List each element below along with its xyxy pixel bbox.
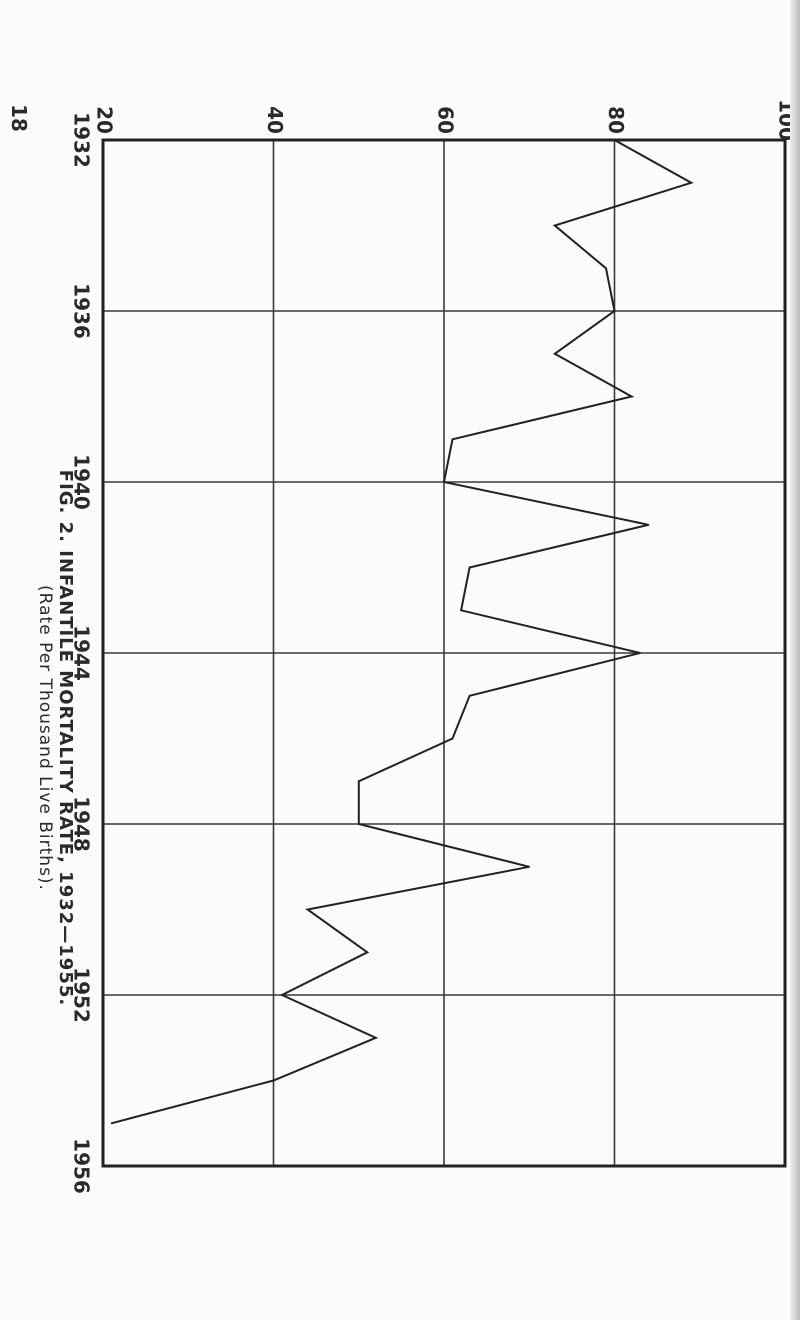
- y-tick-label-40: 40: [263, 106, 287, 134]
- chart-grid: [101, 138, 787, 1168]
- data-point-1940: [443, 481, 445, 483]
- data-point-1953: [375, 1036, 377, 1039]
- y-tick-label-20: 20: [93, 106, 117, 134]
- data-point-1945: [468, 694, 471, 697]
- data-point-1950: [306, 908, 309, 911]
- x-tick-label-1944: 1944: [70, 625, 94, 681]
- data-point-1937: [554, 352, 556, 355]
- data-point-1954: [272, 1079, 275, 1082]
- data-point-1947: [357, 780, 360, 783]
- data-point-1932: [613, 139, 616, 141]
- y-tick-labels: 20 40 60 80 100: [93, 99, 791, 141]
- data-point-1936: [613, 310, 616, 312]
- y-tick-label-100: 100: [775, 99, 791, 141]
- series-line-0: [111, 139, 694, 1125]
- data-point-1942: [468, 566, 471, 569]
- chart-subtitle: (Rate Per Thousand Live Births).: [35, 585, 55, 891]
- plot-frame: [101, 138, 787, 1168]
- y-tick-label-80: 80: [604, 106, 628, 134]
- x-tick-label-1940: 1940: [70, 454, 94, 510]
- data-point-1948: [357, 823, 360, 825]
- data-point-1951: [366, 951, 369, 954]
- x-tick-label-1932: 1932: [70, 112, 94, 168]
- data-point-1949: [528, 865, 531, 868]
- x-tick-label-1948: 1948: [70, 796, 94, 852]
- data-point-1934: [554, 224, 556, 227]
- x-tick-label-1952: 1952: [70, 967, 94, 1023]
- page-number: 18: [7, 104, 31, 132]
- x-tick-label-1956: 1956: [70, 1138, 94, 1194]
- data-point-1939: [451, 438, 454, 441]
- data-point-1943: [460, 609, 462, 612]
- chart-series: [110, 139, 694, 1125]
- data-point-1933: [690, 181, 693, 184]
- data-point-1935: [605, 267, 607, 270]
- data-point-1952: [281, 994, 283, 996]
- chart-title: FIG. 2. INFANTILE MORTALITY RATE, 1932—1…: [55, 470, 76, 1006]
- page-edge-shadow: [790, 0, 800, 1320]
- data-point-1946: [451, 737, 454, 740]
- data-point-1941: [647, 523, 650, 526]
- data-point-1955: [110, 1122, 113, 1125]
- x-tick-labels: 1932 1936 1940 1944 1948 1952 1956: [70, 112, 94, 1194]
- data-point-1944: [639, 652, 641, 654]
- y-tick-label-60: 60: [434, 106, 458, 134]
- x-tick-label-1936: 1936: [70, 283, 94, 339]
- data-point-1938: [630, 395, 633, 398]
